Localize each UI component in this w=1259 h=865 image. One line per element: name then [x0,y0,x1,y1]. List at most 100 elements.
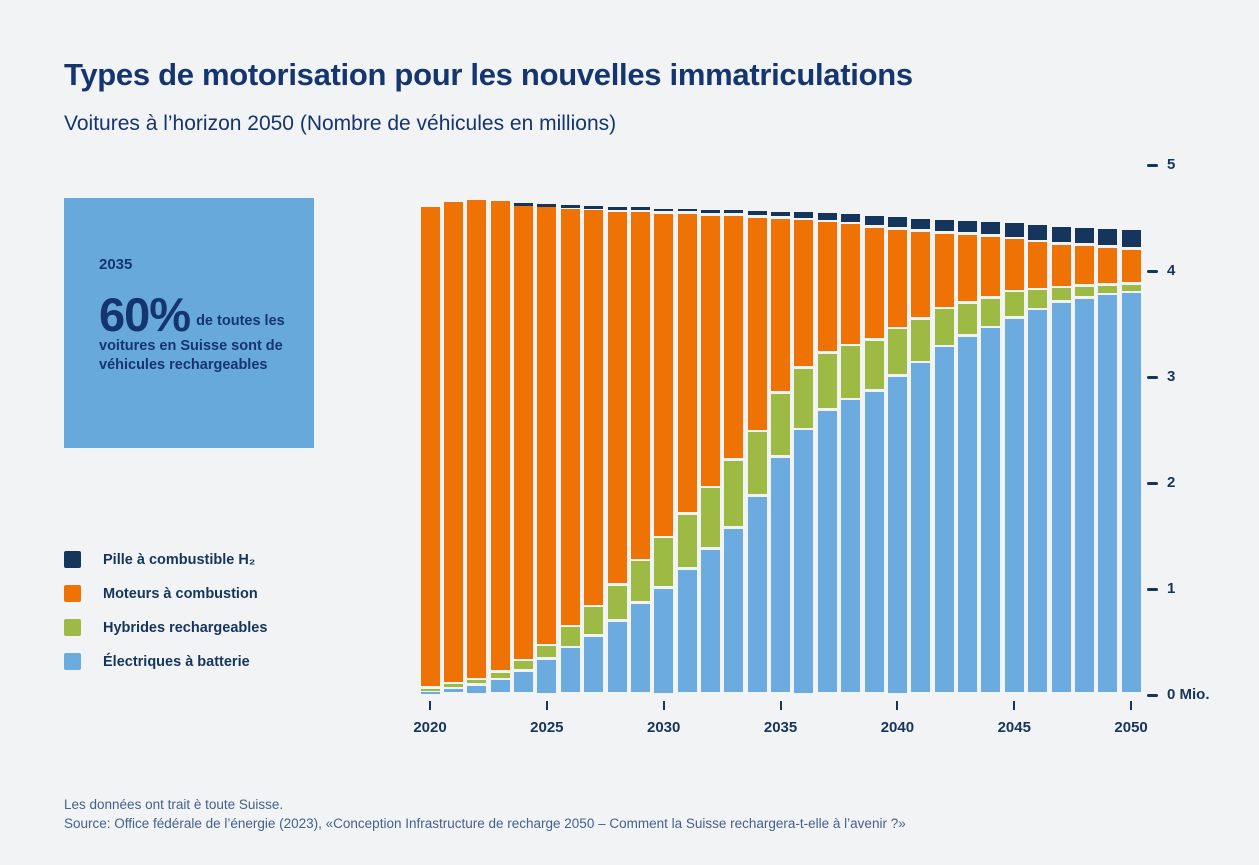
legend-label-fuel_cell: Pille à combustible H₂ [103,551,256,568]
bar-segment-battery-2020 [420,691,440,695]
x-axis-label-2030: 2030 [647,719,681,736]
x-axis-tick-2045 [1013,701,1016,710]
bar-segment-fuel_cell-2032 [700,209,720,214]
bar-segment-combustion-2024 [514,205,533,659]
highlight-stat-text: de toutes les voitures en Suisse sont de… [99,313,285,373]
bar-segment-hybrid-2031 [677,514,697,568]
bar-segment-hybrid-2021 [443,684,463,687]
bar-segment-fuel_cell-2041 [911,219,931,230]
bar-segment-battery-2047 [1051,302,1071,693]
bar-segment-fuel_cell-2037 [817,212,837,220]
x-axis-tick-2030 [662,701,665,710]
bar-segment-fuel_cell-2033 [724,209,744,214]
footnote-source: Source: Office fédérale de l’énergie (20… [64,816,906,831]
bar-segment-battery-2044 [981,328,1001,693]
bar-segment-hybrid-2038 [841,346,861,398]
y-axis-tick-2 [1147,481,1158,485]
bar-segment-fuel_cell-2039 [864,215,884,226]
bar-segment-hybrid-2047 [1051,288,1071,301]
bar-segment-battery-2046 [1028,310,1048,693]
bar-segment-fuel_cell-2047 [1051,226,1071,242]
x-axis-label-2025: 2025 [530,719,564,736]
bar-segment-battery-2049 [1098,295,1118,693]
legend-item-battery: Électriques à batterie [64,653,267,670]
bar-segment-combustion-2038 [841,224,861,344]
y-axis-label-1: 1 [1167,580,1176,597]
bar-segment-hybrid-2025 [537,646,557,658]
bar-segment-battery-2050 [1121,293,1141,693]
bar-segment-battery-2035 [771,457,790,693]
bar-segment-hybrid-2037 [817,353,837,409]
x-axis-label-2040: 2040 [880,719,915,736]
legend-swatch-hybrid-icon [64,619,81,636]
bar-segment-battery-2030 [654,589,674,693]
bar-segment-battery-2025 [537,660,557,693]
y-axis-tick-4 [1147,269,1158,273]
bar-segment-combustion-2039 [864,227,884,339]
bar-segment-combustion-2027 [584,209,604,605]
bar-segment-hybrid-2027 [584,607,604,635]
bar-segment-battery-2033 [724,528,744,693]
bar-segment-hybrid-2020 [420,688,440,692]
y-axis-label-2: 2 [1167,474,1176,491]
bar-segment-battery-2031 [677,569,697,693]
x-axis-label-2050: 2050 [1114,719,1148,736]
bar-segment-combustion-2045 [1004,239,1024,290]
bar-segment-combustion-2040 [887,229,907,327]
bar-segment-combustion-2047 [1051,244,1071,286]
bar-segment-hybrid-2024 [514,661,533,670]
bar-segment-hybrid-2046 [1028,290,1048,308]
legend-label-combustion: Moteurs à combustion [103,585,258,602]
bar-segment-battery-2040 [887,377,907,693]
bar-segment-hybrid-2041 [911,319,931,361]
chart-legend: Pille à combustible H₂ Moteurs à combusti… [64,551,267,687]
bar-segment-hybrid-2029 [630,561,650,602]
y-axis-label-5: 5 [1167,156,1176,173]
bar-segment-combustion-2046 [1028,242,1048,288]
bar-segment-combustion-2034 [747,218,767,430]
bar-segment-battery-2042 [934,347,954,693]
bar-segment-fuel_cell-2036 [794,211,814,218]
legend-item-fuel_cell: Pille à combustible H₂ [64,551,267,568]
bar-segment-battery-2041 [911,363,931,693]
bar-segment-hybrid-2034 [747,432,767,495]
bar-segment-combustion-2020 [420,207,440,687]
bar-segment-hybrid-2036 [794,368,814,428]
bar-segment-combustion-2032 [700,215,720,486]
legend-swatch-fuel_cell-icon [64,551,81,568]
y-axis-tick-0 [1147,693,1158,697]
y-axis-label-3: 3 [1167,368,1176,385]
x-axis-tick-2040 [896,701,899,710]
bar-segment-hybrid-2033 [724,460,744,526]
bar-segment-combustion-2050 [1121,249,1141,283]
bar-segment-battery-2022 [467,685,487,693]
bar-segment-fuel_cell-2034 [747,210,767,216]
bar-segment-fuel_cell-2049 [1098,228,1118,246]
x-axis-tick-2020 [429,701,431,710]
highlight-box: 2035 60% de toutes les voitures en Suisse… [64,198,314,448]
bar-segment-battery-2045 [1004,318,1024,693]
bar-segment-fuel_cell-2035 [771,211,790,217]
bar-segment-hybrid-2026 [560,627,580,646]
bar-segment-battery-2034 [747,496,767,693]
bar-segment-fuel_cell-2025 [537,204,557,207]
y-axis-label-4: 4 [1167,262,1176,279]
highlight-stat: 60% de toutes les voitures en Suisse sont… [99,291,294,375]
bar-segment-hybrid-2039 [864,341,884,390]
y-axis-label-0: 0 Mio. [1167,686,1210,703]
bar-segment-battery-2043 [958,336,977,693]
bar-segment-fuel_cell-2042 [934,220,954,232]
bar-segment-combustion-2041 [911,231,931,318]
bar-segment-combustion-2025 [537,206,557,644]
bar-segment-combustion-2042 [934,233,954,307]
bar-segment-hybrid-2048 [1074,286,1094,297]
bar-segment-hybrid-2035 [771,394,790,456]
bar-segment-combustion-2029 [630,211,650,559]
bar-segment-fuel_cell-2038 [841,213,861,222]
bar-segment-fuel_cell-2050 [1121,229,1141,248]
bar-segment-battery-2038 [841,400,861,693]
bar-segment-battery-2032 [700,549,720,693]
bar-segment-battery-2026 [560,648,580,693]
